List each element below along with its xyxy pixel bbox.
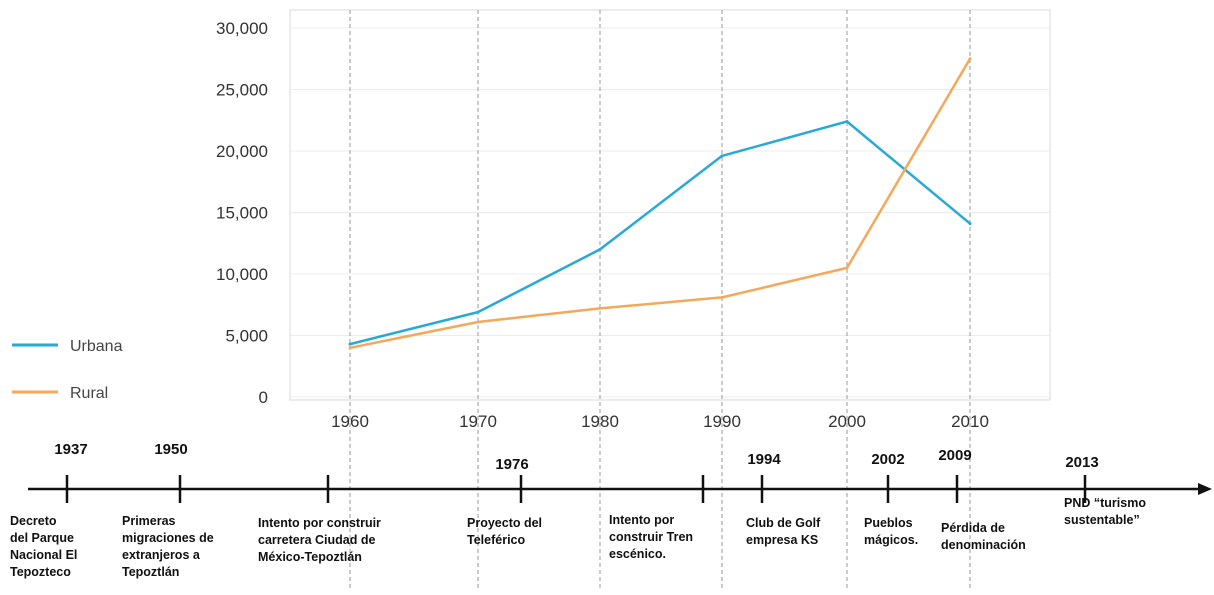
series-lines — [348, 57, 972, 350]
x-axis-ticks: 1960 1970 1980 1990 2000 2010 — [331, 412, 989, 431]
data-point — [598, 306, 602, 310]
event-label-line: escénico. — [609, 547, 666, 561]
data-point — [598, 247, 602, 251]
legend-label: Rural — [70, 385, 108, 402]
event-label-line: Club de Golf — [746, 516, 821, 530]
event-label-line: Tepoztlán — [122, 565, 179, 579]
x-tick-label: 1980 — [581, 412, 619, 431]
data-point — [845, 266, 849, 270]
x-tick-label: 2000 — [828, 412, 866, 431]
gridlines — [290, 27, 1050, 398]
event-label-line: empresa KS — [746, 533, 818, 547]
y-tick-label: 15,000 — [216, 204, 268, 223]
event-label-line: México-Tepoztlán — [258, 550, 362, 564]
event-label-line: Decreto — [10, 514, 57, 528]
event-label-line: denominación — [941, 538, 1026, 552]
y-tick-label: 10,000 — [216, 265, 268, 284]
event-year: 1950 — [154, 441, 187, 458]
series-line-rural — [349, 58, 972, 350]
event-label-line: Proyecto del — [467, 516, 542, 530]
event-label-line: PND “turismo — [1064, 496, 1146, 510]
plot-area — [289, 9, 1051, 401]
y-tick-label: 5,000 — [225, 327, 268, 346]
x-tick-label: 2010 — [951, 412, 989, 431]
data-point — [348, 346, 352, 350]
event-label-line: extranjeros a — [122, 548, 201, 562]
x-tick-label: 1970 — [459, 412, 497, 431]
event-label-line: del Parque — [10, 531, 74, 545]
event-label-line: Tepozteco — [10, 565, 71, 579]
event-year: 2009 — [938, 447, 971, 464]
legend: Urbana Rural — [12, 338, 123, 402]
data-point — [476, 320, 480, 324]
event-label-line: Primeras — [122, 514, 176, 528]
event-label-line: Pérdida de — [941, 521, 1005, 535]
data-point — [720, 295, 724, 299]
event-year: 2013 — [1065, 454, 1098, 471]
category-guides — [349, 10, 971, 590]
event-label-line: migraciones de — [122, 531, 214, 545]
data-point — [968, 57, 972, 61]
y-tick-label: 20,000 — [216, 142, 268, 161]
event-label-line: Pueblos — [864, 516, 913, 530]
event-label-line: Nacional El — [10, 548, 77, 562]
y-tick-label: 30,000 — [216, 19, 268, 38]
event-year: 1994 — [747, 451, 781, 468]
event-label-line: sustentable” — [1064, 513, 1140, 527]
event-label-line: construir Tren — [609, 530, 693, 544]
event-year: 1976 — [495, 456, 528, 473]
event-year: 2002 — [871, 451, 904, 468]
y-tick-label: 25,000 — [216, 81, 268, 100]
event-label-line: Teleférico — [467, 533, 525, 547]
y-tick-label: 0 — [259, 388, 268, 407]
event-label-line: Intento por construir — [258, 516, 381, 530]
data-point — [476, 310, 480, 314]
event-year: 1937 — [54, 441, 87, 458]
timeline-arrow — [1198, 483, 1212, 495]
event-label-line: Intento por — [609, 513, 674, 527]
timeline: 1937 Decreto del Parque Nacional El Tepoztec… — [10, 441, 1212, 579]
y-axis-ticks: 0 5,000 10,000 15,000 20,000 25,000 30,000 — [216, 19, 268, 407]
x-tick-label: 1960 — [331, 412, 369, 431]
data-point — [845, 120, 849, 123]
data-point — [720, 154, 724, 158]
data-point — [348, 342, 352, 346]
x-tick-label: 1990 — [703, 412, 741, 431]
series-line-urbana — [349, 120, 971, 346]
event-label-line: mágicos. — [864, 533, 918, 547]
legend-label: Urbana — [70, 338, 123, 355]
data-point — [968, 222, 972, 226]
event-label-line: carretera Ciudad de — [258, 533, 375, 547]
